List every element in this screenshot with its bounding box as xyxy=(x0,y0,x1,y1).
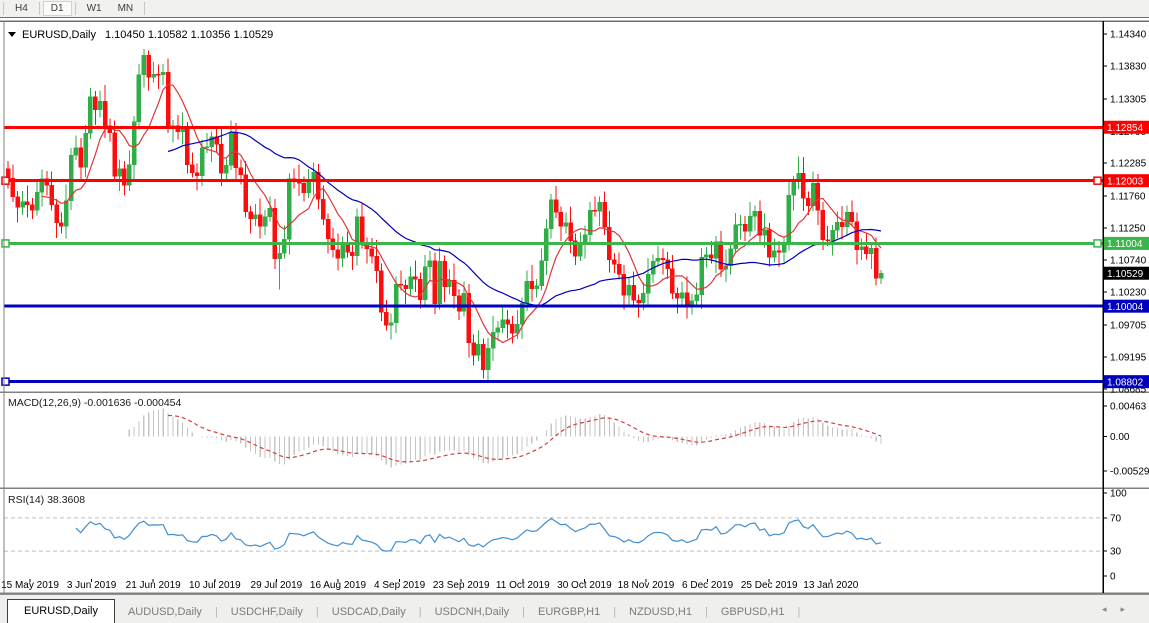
tab-eurgbp-h1[interactable]: EURGBP,H1 xyxy=(538,606,601,618)
ma-fast-line xyxy=(41,84,882,344)
date-label: 3 Jun 2019 xyxy=(67,580,117,591)
tab-usdcnh-daily[interactable]: USDCNH,Daily xyxy=(434,606,510,618)
date-label: 25 Dec 2019 xyxy=(741,580,798,591)
price-tick-label: 1.13305 xyxy=(1110,94,1147,105)
date-label: 29 Jul 2019 xyxy=(251,580,303,591)
svg-text:1.11004: 1.11004 xyxy=(1107,239,1143,250)
date-label: 30 Oct 2019 xyxy=(557,580,612,591)
tab-separator: | xyxy=(522,605,526,618)
tab-separator: | xyxy=(797,605,801,618)
horizontal-line-1.08802[interactable] xyxy=(1,377,1103,386)
macd-tick-label: 0.00 xyxy=(1110,432,1130,443)
symbol-dropdown-icon[interactable] xyxy=(8,32,16,37)
date-label: 21 Jun 2019 xyxy=(126,580,181,591)
chart-area[interactable]: 1.143401.138301.133051.127901.122851.117… xyxy=(0,18,1149,594)
price-tick-label: 1.12285 xyxy=(1110,158,1147,169)
chart-canvas[interactable]: 1.143401.138301.133051.127901.122851.117… xyxy=(0,18,1149,594)
timeframe-button-mn[interactable]: MN xyxy=(117,3,134,14)
price-tick-label: 1.09195 xyxy=(1110,352,1147,363)
horizontal-line-1.11004[interactable] xyxy=(1,239,1103,248)
tab-scroll-arrows[interactable]: ◂▸ xyxy=(1101,604,1139,614)
line-handle[interactable] xyxy=(1093,176,1102,185)
rsi-tick-label: 100 xyxy=(1110,489,1127,500)
timeframe-toolbar: H4 D1 W1 MN xyxy=(0,0,1149,18)
rsi-tick-label: 0 xyxy=(1110,572,1116,583)
toolbar-separator xyxy=(38,2,40,15)
price-line-badge: 1.12003 xyxy=(1104,174,1149,187)
tab-separator: | xyxy=(418,605,422,618)
price-axis[interactable] xyxy=(1103,33,1107,390)
tab-separator: | xyxy=(613,605,617,618)
toolbar-separator xyxy=(3,2,4,15)
price-tick-label: 1.08685 xyxy=(1110,384,1147,395)
macd-label: MACD(12,26,9) -0.001636 -0.000454 xyxy=(8,397,182,409)
tab-separator: | xyxy=(214,605,218,618)
date-label: 15 May 2019 xyxy=(1,580,59,591)
date-label: 16 Aug 2019 xyxy=(310,580,367,591)
line-handle[interactable] xyxy=(1,239,10,248)
price-tick-label: 1.10740 xyxy=(1110,255,1147,266)
price-tick-label: 1.14340 xyxy=(1110,29,1147,40)
macd-histogram xyxy=(128,408,882,468)
ohlc-values: 1.10450 1.10582 1.10356 1.10529 xyxy=(105,29,273,41)
tab-gbpusd-h1[interactable]: GBPUSD,H1 xyxy=(720,606,785,618)
date-axis[interactable] xyxy=(29,579,832,582)
date-label: 23 Sep 2019 xyxy=(433,580,490,591)
date-label: 6 Dec 2019 xyxy=(682,580,734,591)
price-line-badge: 1.12854 xyxy=(1104,120,1149,134)
date-label: 11 Oct 2019 xyxy=(496,580,550,591)
tab-separator: | xyxy=(705,605,708,618)
toolbar-separator xyxy=(74,2,76,15)
current-price-badge: 1.10529 xyxy=(1104,266,1149,280)
price-tick-label: 1.09705 xyxy=(1110,320,1147,331)
rsi-tick-label: 30 xyxy=(1110,547,1122,558)
svg-text:1.10004: 1.10004 xyxy=(1107,302,1144,313)
date-label: 18 Nov 2019 xyxy=(618,580,675,591)
svg-text:1.12854: 1.12854 xyxy=(1107,123,1144,134)
tab-usdchf-daily[interactable]: USDCHF,Daily xyxy=(230,606,303,618)
price-tick-label: 1.10230 xyxy=(1110,287,1147,298)
price-line-badge: 1.10004 xyxy=(1104,299,1149,313)
chart-title: EURUSD,Daily xyxy=(22,29,96,41)
rsi-label: RSI(14) 38.3608 xyxy=(8,494,85,506)
price-tick-label: 1.13830 xyxy=(1110,61,1147,72)
tab-nzdusd-h1[interactable]: NZDUSD,H1 xyxy=(629,606,692,618)
rsi-line xyxy=(75,517,882,552)
line-handle[interactable] xyxy=(1,377,10,386)
tab-audusd-daily[interactable]: AUDUSD,Daily xyxy=(127,606,202,618)
tab-eurusd-daily[interactable]: EURUSD,Daily xyxy=(7,599,115,623)
candles-layer xyxy=(5,49,884,383)
svg-text:1.10529: 1.10529 xyxy=(1107,269,1144,280)
tab-usdcad-daily[interactable]: USDCAD,Daily xyxy=(331,606,406,618)
horizontal-line-1.12003[interactable] xyxy=(1,176,1103,185)
macd-tick-label: -0.005299 xyxy=(1110,467,1149,478)
date-label: 13 Jan 2020 xyxy=(803,580,858,591)
line-handle[interactable] xyxy=(1093,239,1102,248)
date-label: 4 Sep 2019 xyxy=(374,580,426,591)
macd-tick-label: 0.00463 xyxy=(1110,402,1147,413)
date-label: 10 Jul 2019 xyxy=(189,580,241,591)
svg-text:1.12003: 1.12003 xyxy=(1107,176,1144,187)
line-handle[interactable] xyxy=(1,176,10,185)
rsi-tick-label: 70 xyxy=(1110,513,1122,524)
price-tick-label: 1.11250 xyxy=(1110,223,1146,234)
chart-tab-bar: EURUSD,Daily AUDUSD,Daily | USDCHF,Daily | US… xyxy=(0,594,1149,623)
timeframe-button-d1[interactable]: D1 xyxy=(42,1,72,16)
svg-text:1.08802: 1.08802 xyxy=(1107,377,1144,388)
toolbar-separator xyxy=(144,2,146,15)
price-line-badge: 1.11004 xyxy=(1104,236,1149,250)
macd-signal-line xyxy=(167,414,882,463)
timeframe-button-h4[interactable]: H4 xyxy=(15,3,28,14)
price-tick-label: 1.11760 xyxy=(1110,191,1146,202)
tab-separator: | xyxy=(315,605,319,618)
price-line-badge: 1.08802 xyxy=(1104,375,1149,388)
timeframe-button-w1[interactable]: W1 xyxy=(86,3,102,14)
ma-slow-line xyxy=(167,131,882,307)
pane-borders xyxy=(0,20,1149,594)
